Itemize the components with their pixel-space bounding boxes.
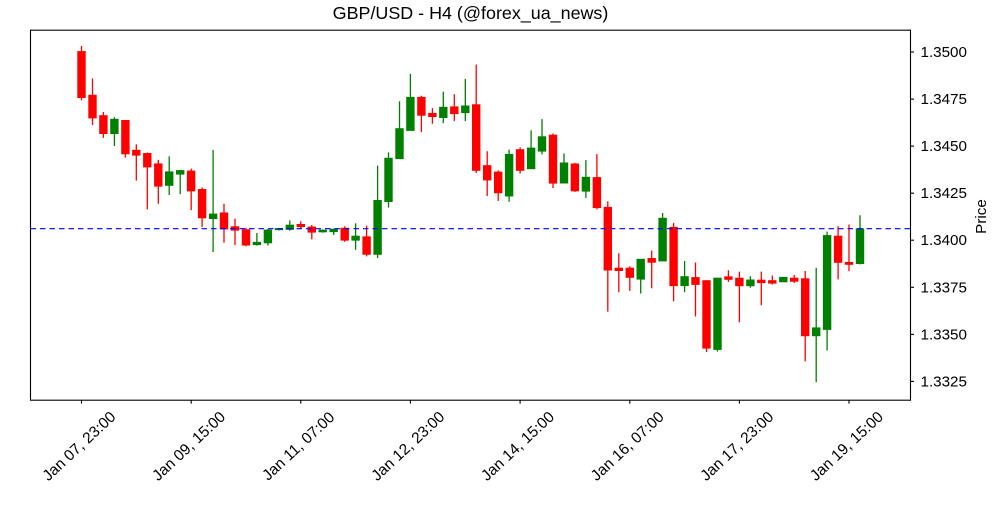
svg-text:Price: Price [973,199,990,234]
svg-text:1.3400: 1.3400 [921,232,967,249]
svg-text:1.3325: 1.3325 [921,373,967,390]
svg-text:1.3350: 1.3350 [921,326,967,343]
svg-text:1.3375: 1.3375 [921,279,967,296]
svg-text:1.3450: 1.3450 [921,138,967,155]
svg-text:GBP/USD - H4 (@forex_ua_news): GBP/USD - H4 (@forex_ua_news) [333,3,609,24]
svg-text:1.3425: 1.3425 [921,185,967,202]
svg-text:1.3500: 1.3500 [921,44,967,61]
svg-text:1.3475: 1.3475 [921,91,967,108]
